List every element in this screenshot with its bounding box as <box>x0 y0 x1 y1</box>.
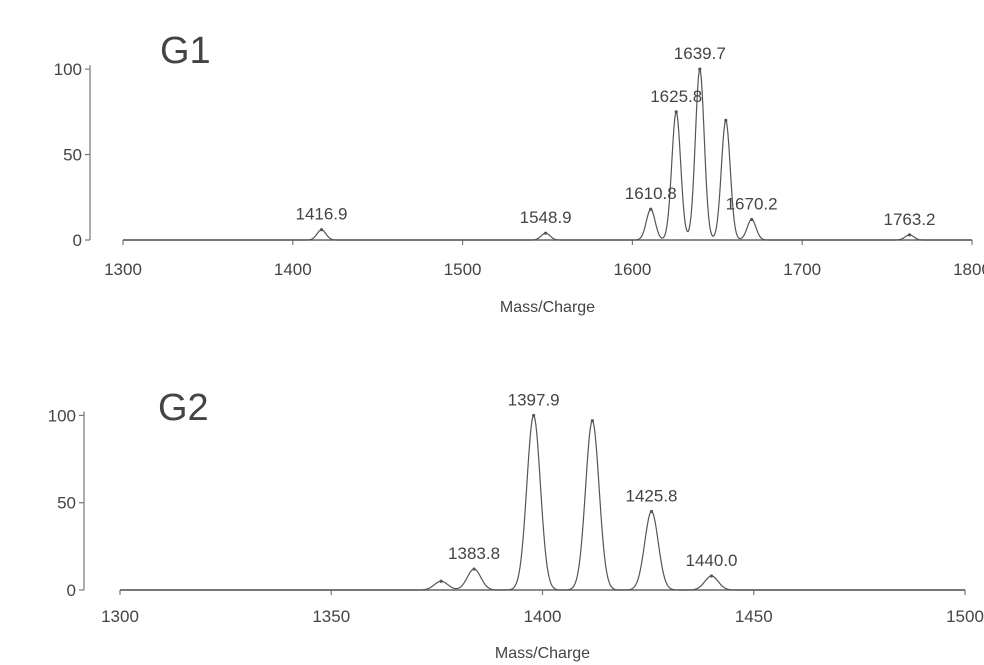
peak-label: 1440.0 <box>686 551 738 570</box>
y-tick-label: 100 <box>54 60 82 79</box>
x-tick-label: 1800 <box>953 260 984 279</box>
spectrum-trace <box>120 415 965 591</box>
peak-label: 1763.2 <box>884 210 936 229</box>
x-tick-label: 1300 <box>104 260 142 279</box>
peak-label: 1639.7 <box>674 44 726 63</box>
chart-panel-g1: G1 0 50 100 1300 1400 1500 1600 1700 1800 Mass/Cha… <box>54 30 984 316</box>
peak-marker <box>698 67 702 71</box>
x-tick-label: 1450 <box>735 607 773 626</box>
peak-label: 1610.8 <box>625 184 677 203</box>
peak-label: 1425.8 <box>626 486 678 505</box>
x-tick-label: 1400 <box>274 260 312 279</box>
peak-marker <box>590 419 594 423</box>
peak-label: 1383.8 <box>448 544 500 563</box>
peak-marker <box>649 509 654 514</box>
peak-label: 1416.9 <box>295 205 347 224</box>
x-tick-label: 1700 <box>783 260 821 279</box>
peak-marker <box>532 413 536 418</box>
x-tick-label: 1300 <box>101 607 139 626</box>
x-tick-label: 1400 <box>524 607 562 626</box>
x-tick-label: 1500 <box>946 607 984 626</box>
x-tick-label: 1350 <box>312 607 350 626</box>
peak-label: 1625.8 <box>650 87 702 106</box>
peak-marker <box>439 579 443 583</box>
spectrum-trace <box>123 69 972 241</box>
peak-marker <box>319 228 324 232</box>
y-tick-label: 50 <box>57 494 76 513</box>
peak-marker <box>907 233 912 237</box>
peak-label: 1670.2 <box>726 194 778 213</box>
y-tick-label: 100 <box>48 406 76 425</box>
peak-marker <box>544 231 548 235</box>
peak-label: 1548.9 <box>520 208 572 227</box>
x-tick-label: 1600 <box>613 260 651 279</box>
peak-marker <box>472 567 476 571</box>
x-tick-label: 1500 <box>444 260 482 279</box>
panel-title: G2 <box>158 387 209 429</box>
peak-marker <box>709 574 714 578</box>
peak-marker <box>649 207 653 211</box>
peak-label: 1397.9 <box>508 390 560 409</box>
y-tick-label: 0 <box>67 581 76 600</box>
peak-marker <box>674 110 678 114</box>
y-tick-label: 0 <box>73 231 82 250</box>
x-axis-title: Mass/Charge <box>500 299 595 316</box>
x-axis-title: Mass/Charge <box>495 645 590 662</box>
chart-panel-g2: G2 0 50 100 1300 1350 1400 1450 1500 Mass/Charge 1… <box>48 387 984 662</box>
y-tick-label: 50 <box>63 146 82 165</box>
panel-title: G1 <box>160 30 211 72</box>
peak-marker <box>749 217 754 222</box>
peak-marker <box>724 118 728 122</box>
